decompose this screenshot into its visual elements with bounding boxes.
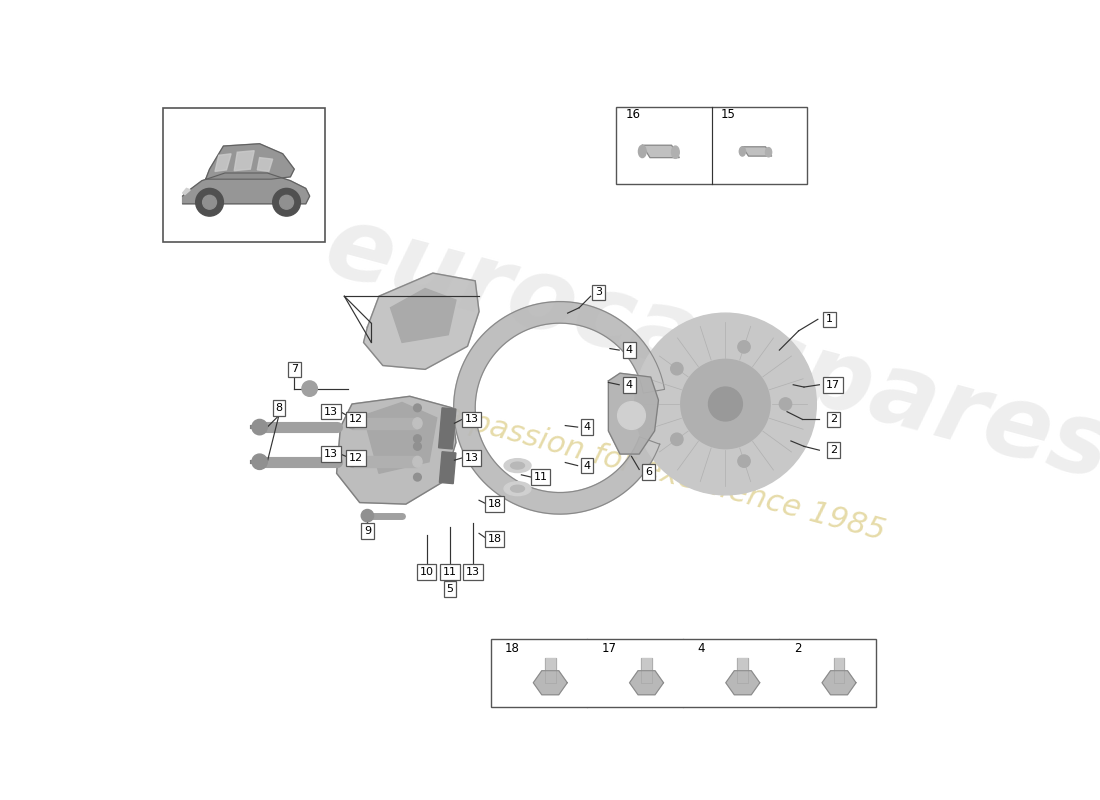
Polygon shape: [206, 144, 295, 179]
Circle shape: [738, 455, 750, 467]
Text: 8: 8: [275, 403, 283, 413]
Bar: [491, 639, 876, 706]
Circle shape: [361, 510, 374, 522]
Polygon shape: [534, 670, 568, 694]
Bar: [352, 418, 418, 429]
Circle shape: [414, 442, 421, 450]
Circle shape: [779, 398, 792, 410]
Bar: [439, 408, 455, 449]
Ellipse shape: [412, 456, 422, 467]
Text: 4: 4: [626, 380, 632, 390]
Ellipse shape: [510, 486, 525, 492]
Ellipse shape: [504, 482, 531, 496]
Ellipse shape: [348, 418, 356, 429]
Text: 17: 17: [826, 380, 840, 390]
Text: 3: 3: [595, 287, 602, 298]
Text: 5: 5: [447, 584, 453, 594]
Bar: [352, 456, 418, 467]
Circle shape: [252, 454, 267, 470]
Ellipse shape: [638, 146, 646, 158]
Text: 16: 16: [625, 107, 640, 121]
Text: 7: 7: [290, 364, 298, 374]
Text: 18: 18: [487, 534, 502, 544]
Circle shape: [635, 313, 816, 495]
Text: 11: 11: [443, 567, 456, 577]
Bar: [616, 106, 807, 184]
Ellipse shape: [510, 462, 525, 469]
Polygon shape: [822, 670, 856, 694]
Polygon shape: [453, 302, 664, 514]
Text: 13: 13: [464, 453, 478, 463]
Circle shape: [414, 404, 421, 412]
Polygon shape: [183, 188, 190, 194]
Ellipse shape: [504, 458, 531, 473]
Text: eurocarspares: eurocarspares: [315, 198, 1100, 502]
Polygon shape: [337, 396, 455, 504]
Circle shape: [708, 387, 742, 421]
Ellipse shape: [739, 147, 746, 156]
Circle shape: [414, 434, 421, 442]
Text: 6: 6: [645, 466, 652, 477]
Ellipse shape: [348, 456, 356, 467]
Polygon shape: [642, 146, 680, 158]
Text: 2: 2: [829, 445, 837, 455]
Text: 2: 2: [794, 642, 801, 655]
Polygon shape: [363, 402, 437, 474]
Polygon shape: [742, 147, 772, 156]
Text: 9: 9: [364, 526, 371, 536]
Text: 13: 13: [324, 406, 338, 417]
Circle shape: [671, 362, 683, 375]
Bar: [439, 452, 455, 484]
Text: 18: 18: [505, 642, 520, 655]
Ellipse shape: [412, 418, 422, 429]
Circle shape: [414, 474, 421, 481]
Text: 13: 13: [324, 449, 338, 459]
Polygon shape: [608, 373, 659, 454]
Bar: [641, 658, 652, 682]
Circle shape: [618, 402, 646, 430]
Circle shape: [196, 188, 223, 216]
Bar: [163, 107, 326, 242]
Ellipse shape: [766, 147, 772, 157]
Text: 11: 11: [534, 472, 548, 482]
Polygon shape: [234, 150, 254, 170]
Polygon shape: [726, 670, 760, 694]
Text: 18: 18: [487, 499, 502, 509]
Text: 15: 15: [720, 107, 736, 121]
Text: 4: 4: [626, 345, 632, 355]
Circle shape: [738, 341, 750, 353]
Polygon shape: [363, 273, 480, 370]
Circle shape: [681, 359, 770, 449]
Text: 4: 4: [583, 461, 591, 470]
Circle shape: [273, 188, 300, 216]
Text: 12: 12: [349, 453, 363, 463]
Text: a passion for excellence 1985: a passion for excellence 1985: [440, 400, 888, 546]
Bar: [834, 658, 845, 682]
Bar: [544, 658, 556, 682]
Text: 17: 17: [602, 642, 616, 655]
Polygon shape: [629, 670, 663, 694]
Ellipse shape: [671, 146, 680, 158]
Text: 13: 13: [466, 567, 480, 577]
Text: 2: 2: [829, 414, 837, 424]
Polygon shape: [390, 289, 455, 342]
Text: 4: 4: [583, 422, 591, 432]
Text: 10: 10: [420, 567, 433, 577]
Circle shape: [671, 433, 683, 446]
Polygon shape: [257, 158, 273, 171]
Circle shape: [202, 195, 217, 209]
Text: 4: 4: [697, 642, 705, 655]
Text: 1: 1: [826, 314, 833, 324]
Text: 13: 13: [464, 414, 478, 424]
Bar: [737, 658, 748, 682]
Circle shape: [252, 419, 267, 435]
Text: 12: 12: [349, 414, 363, 424]
Polygon shape: [183, 173, 310, 204]
Circle shape: [279, 195, 294, 209]
Polygon shape: [214, 154, 231, 171]
Circle shape: [301, 381, 317, 396]
